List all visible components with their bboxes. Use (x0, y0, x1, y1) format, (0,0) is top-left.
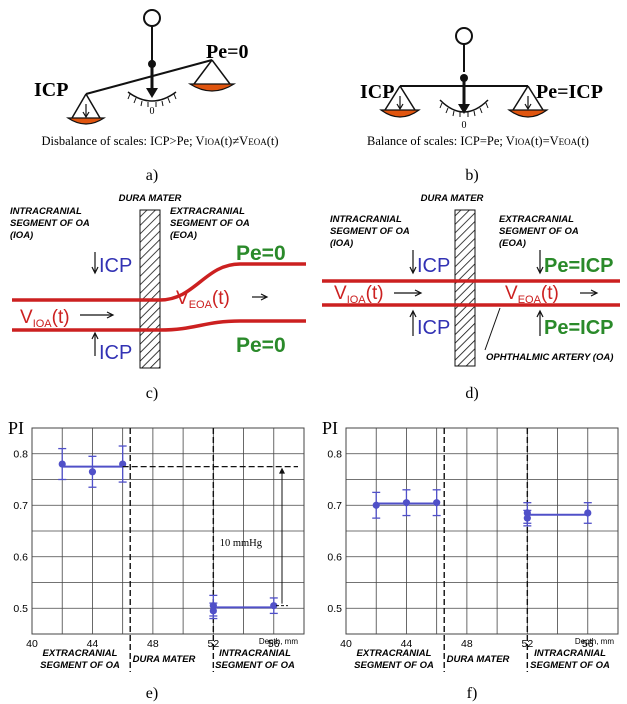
panel-letter-b: b) (465, 167, 478, 184)
y-tick-label: 0.5 (327, 603, 342, 615)
y-tick-label: 0.7 (327, 500, 342, 512)
chart-f: 0.80.70.60.540 44 48 52 56 (327, 427, 619, 672)
bottom-intra-label: INTRACRANIAL SEGMENT OF OA (215, 648, 295, 671)
data-point (270, 602, 278, 610)
y-tick-label: 0.8 (13, 448, 28, 460)
bottom-extra-label: EXTRACRANIAL SEGMENT OF OA (354, 648, 434, 671)
x-tick-label: 56 (582, 638, 594, 650)
data-point (433, 499, 441, 507)
intra-label: INTRACRANIAL SEGMENT OF OA (IOA) (10, 206, 90, 241)
velocity-eoa-label: VEOA(t) (505, 283, 559, 306)
data-point (119, 460, 127, 468)
bottom-dura-label: DURA MATER (447, 654, 510, 665)
y-axis-title: PI (322, 418, 338, 438)
vessel-wall-bottom (12, 319, 306, 332)
scale-left-label: ICP (34, 79, 68, 101)
panel-letter-f: f) (467, 685, 478, 702)
dura-label: DURA MATER (119, 193, 182, 204)
bottom-dura-label: DURA MATER (133, 654, 196, 665)
panel-d: DURA MATER INTRACRANIAL SEGMENT OF OA (IOA… (322, 193, 620, 402)
icp-top-label: ICP (417, 255, 450, 277)
panel-c: DURA MATER INTRACRANIAL SEGMENT OF OA (IOA… (10, 193, 306, 402)
scale-right-label: Pe=0 (206, 41, 249, 63)
x-tick-label: 40 (340, 638, 352, 650)
caption-b: Balance of scales: ICP=Pe; VIOA(t)=VEOA(… (367, 134, 589, 148)
scale-ring-icon (455, 27, 473, 45)
bracket-arrowhead-icon (279, 467, 285, 474)
panel-e: PI 0.80.70.60.540 44 48 52 56 10 mmHg Depth,… (8, 418, 305, 702)
panel-letter-e: e) (146, 685, 158, 702)
x-tick-label: 44 (87, 638, 99, 650)
icp-top-label: ICP (99, 255, 132, 277)
bottom-intra-label: INTRACRANIAL SEGMENT OF OA (530, 648, 610, 671)
dura-label: DURA MATER (421, 193, 484, 204)
artery-label: OPHTHALMIC ARTERY (OA) (486, 352, 613, 363)
scale-right-label: Pe=ICP (536, 81, 603, 103)
panel-letter-a: a) (146, 167, 158, 184)
pe-top-label: Pe=0 (236, 242, 286, 265)
pointer-arrow-icon (146, 88, 158, 98)
bottom-extra-label: EXTRACRANIAL SEGMENT OF OA (40, 648, 120, 671)
panel-b: 0 ICP Pe=ICP Balance of scales: ICP=Pe; … (360, 27, 603, 184)
intra-label: INTRACRANIAL SEGMENT OF OA (IOA) (330, 214, 410, 249)
depth-label: Depth, mm (575, 637, 614, 646)
x-tick-label: 44 (401, 638, 413, 650)
extra-label: EXTRACRANIAL SEGMENT OF OA (EOA) (170, 206, 250, 241)
pe-bottom-label: Pe=0 (236, 334, 286, 357)
panel-a: 0 ICP Pe=0 Disbalance of scales: ICP>Pe;… (34, 9, 279, 184)
x-tick-label: 40 (26, 638, 38, 650)
y-axis-title: PI (8, 418, 24, 438)
y-tick-label: 0.6 (13, 551, 28, 563)
velocity-ioa-label: VIOA(t) (20, 307, 70, 330)
y-tick-label: 0.7 (13, 500, 28, 512)
depth-label: Depth, mm (259, 637, 298, 646)
dura-mater-wall (454, 209, 476, 367)
y-tick-label: 0.5 (13, 603, 28, 615)
data-point (88, 468, 97, 476)
icp-bottom-label: ICP (99, 342, 132, 364)
data-point (58, 460, 66, 468)
scale-zero-label: 0 (150, 106, 155, 117)
data-point (209, 607, 217, 615)
x-tick-label: 48 (461, 638, 473, 650)
caption-a: Disbalance of scales: ICP>Pe; VIOA(t)≠VE… (41, 134, 278, 148)
data-point (402, 499, 411, 507)
velocity-eoa-label: VEOA(t) (176, 288, 230, 311)
scale-b (379, 27, 549, 118)
data-point (523, 514, 531, 522)
panel-f: PI 0.80.70.60.540 44 48 52 56 Depth, mm EXTR… (322, 418, 619, 702)
panel-letter-c: c) (146, 385, 158, 402)
y-tick-label: 0.8 (327, 448, 342, 460)
y-tick-label: 0.6 (327, 551, 342, 563)
chart-e: 0.80.70.60.540 44 48 52 56 (13, 427, 305, 672)
velocity-ioa-label: VIOA(t) (334, 283, 384, 306)
pe-top-label: Pe=ICP (544, 255, 613, 277)
dura-mater-wall (139, 209, 161, 369)
scale-a (66, 9, 237, 125)
extra-label: EXTRACRANIAL SEGMENT OF OA (EOA) (499, 214, 579, 249)
scale-left-label: ICP (360, 81, 394, 103)
bracket-annotation: 10 mmHg (220, 538, 263, 549)
panel-letter-d: d) (465, 385, 478, 402)
scale-ring-icon (143, 9, 161, 27)
pointer-arrow-icon (458, 104, 470, 114)
x-tick-label: 56 (268, 638, 280, 650)
pe-bottom-label: Pe=ICP (544, 317, 613, 339)
icp-bottom-label: ICP (417, 317, 450, 339)
data-point (584, 509, 592, 517)
vessel-wall-top (12, 262, 306, 302)
data-point (372, 501, 380, 509)
scale-zero-label: 0 (462, 120, 467, 131)
x-tick-label: 48 (147, 638, 159, 650)
